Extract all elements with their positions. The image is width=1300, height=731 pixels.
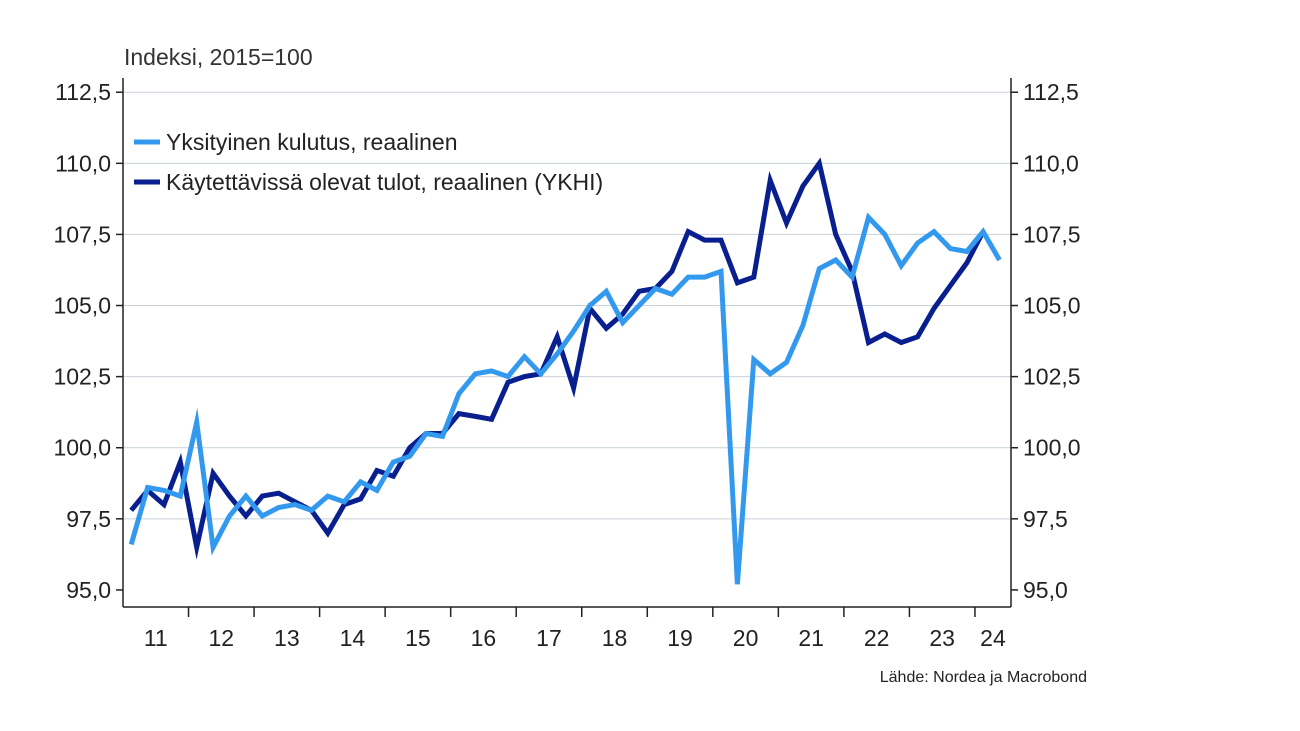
x-tick-label: 11	[144, 625, 168, 651]
y-tick-label-left: 112,5	[55, 79, 111, 105]
y-tick-label-left: 100,0	[53, 435, 111, 461]
x-tick-label: 15	[405, 625, 431, 651]
y-tick-label-right: 95,0	[1023, 577, 1068, 603]
series-line-1	[128, 212, 1002, 585]
x-tick-label: 21	[798, 625, 824, 651]
x-tick-label: 17	[536, 625, 562, 651]
y-tick-label-left: 107,5	[53, 221, 111, 247]
x-tick-label: 14	[340, 625, 366, 651]
y-tick-label-right: 105,0	[1023, 293, 1081, 319]
units-label: Indeksi, 2015=100	[124, 44, 313, 70]
gridlines	[123, 91, 1011, 520]
y-tick-label-right: 110,0	[1023, 150, 1079, 176]
series-lines	[128, 157, 1002, 585]
legend: Yksityinen kulutus, reaalinen Käytettävi…	[134, 129, 603, 195]
x-tick-label: 16	[471, 625, 497, 651]
x-tick-label: 20	[733, 625, 759, 651]
series-line-2	[129, 157, 986, 560]
y-tick-label-right: 100,0	[1023, 435, 1081, 461]
x-tick-label: 24	[980, 625, 1006, 651]
legend-label-series-1: Yksityinen kulutus, reaalinen	[166, 129, 458, 155]
y-tick-label-left: 97,5	[66, 506, 111, 532]
x-tick-label: 12	[209, 625, 235, 651]
y-tick-label-left: 105,0	[53, 293, 111, 319]
y-tick-label-right: 102,5	[1023, 364, 1081, 390]
y-tick-label-left: 95,0	[66, 577, 111, 603]
source-note: Lähde: Nordea ja Macrobond	[880, 669, 1087, 686]
x-tick-label: 23	[929, 625, 955, 651]
y-tick-label-left: 110,0	[55, 150, 111, 176]
y-tick-label-right: 97,5	[1023, 506, 1068, 532]
x-tick-label: 19	[667, 625, 693, 651]
x-axis-labels: 11 12 13 14 15 16 17 18 19 20 21 22 23 24	[144, 625, 1006, 651]
x-tick-label: 22	[864, 625, 890, 651]
axes	[116, 78, 1018, 617]
y-axis-left-labels: 95,0 97,5 100,0 102,5 105,0 107,5 110,0 112,5	[53, 79, 111, 603]
y-tick-label-right: 112,5	[1023, 79, 1079, 105]
y-tick-label-right: 107,5	[1023, 221, 1081, 247]
x-tick-label: 18	[602, 625, 628, 651]
legend-label-series-2: Käytettävissä olevat tulot, reaalinen (Y…	[166, 169, 603, 195]
x-tick-label: 13	[274, 625, 300, 651]
y-tick-label-left: 102,5	[53, 364, 111, 390]
y-axis-right-labels: 95,0 97,5 100,0 102,5 105,0 107,5 110,0 112,5	[1023, 79, 1081, 603]
